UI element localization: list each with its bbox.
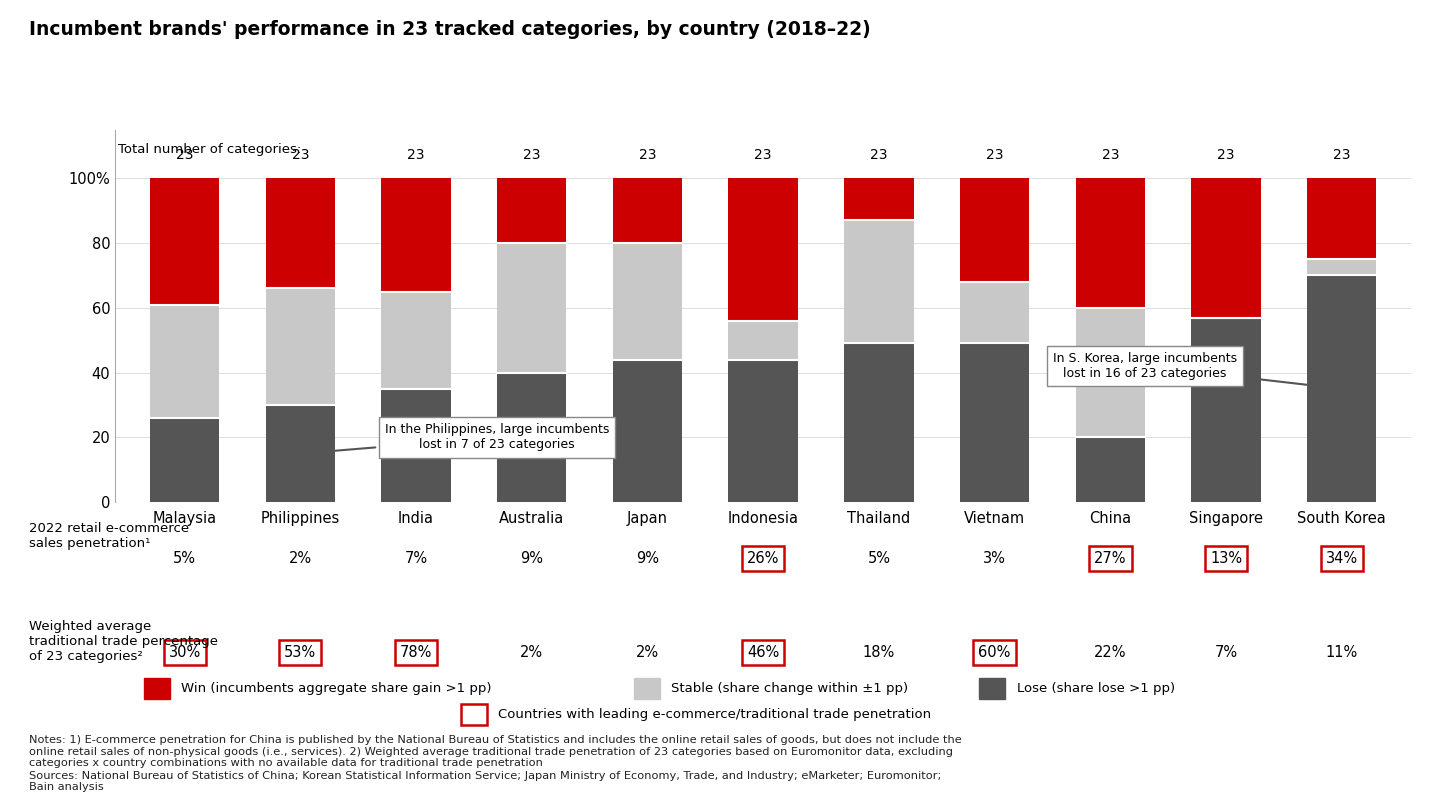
Bar [1308, 259, 1377, 275]
Text: Win (incumbents aggregate share gain >1 pp): Win (incumbents aggregate share gain >1 … [181, 682, 492, 695]
Bar [382, 292, 451, 389]
Text: Sources: National Bureau of Statistics of China; Korean Statistical Information : Sources: National Bureau of Statistics o… [29, 771, 942, 781]
Bar [1308, 178, 1377, 259]
Text: 5%: 5% [867, 552, 890, 566]
Text: 5%: 5% [173, 552, 196, 566]
Text: 23: 23 [755, 148, 772, 162]
Text: Incumbent brands' performance in 23 tracked categories, by country (2018–22): Incumbent brands' performance in 23 trac… [29, 20, 871, 39]
Text: 23: 23 [291, 148, 310, 162]
Text: 9%: 9% [520, 552, 543, 566]
Bar [1191, 178, 1261, 318]
Bar [960, 282, 1030, 343]
Text: 23: 23 [1217, 148, 1236, 162]
Text: 23: 23 [986, 148, 1004, 162]
Bar [382, 178, 451, 292]
Bar [960, 343, 1030, 502]
Text: 23: 23 [1102, 148, 1119, 162]
Text: Notes: 1) E-commerce penetration for China is published by the National Bureau o: Notes: 1) E-commerce penetration for Chi… [29, 735, 962, 745]
Text: 22%: 22% [1094, 645, 1126, 659]
Text: 60%: 60% [978, 645, 1011, 659]
Text: 53%: 53% [284, 645, 317, 659]
Bar [729, 360, 798, 502]
Bar [497, 178, 566, 243]
Text: 2%: 2% [636, 645, 660, 659]
Text: 30%: 30% [168, 645, 200, 659]
Text: 18%: 18% [863, 645, 896, 659]
Bar [729, 321, 798, 360]
Bar [1191, 318, 1261, 502]
Bar [613, 360, 683, 502]
Bar [844, 178, 913, 220]
Text: 26%: 26% [747, 552, 779, 566]
Bar [382, 389, 451, 502]
Text: 7%: 7% [1214, 645, 1237, 659]
Bar [1308, 275, 1377, 502]
Text: 23: 23 [523, 148, 540, 162]
Text: In S. Korea, large incumbents
lost in 16 of 23 categories: In S. Korea, large incumbents lost in 16… [1053, 352, 1336, 390]
Text: 2022 retail e-commerce
sales penetration¹: 2022 retail e-commerce sales penetration… [29, 522, 189, 551]
Text: 9%: 9% [636, 552, 660, 566]
Text: 23: 23 [639, 148, 657, 162]
Bar [1076, 437, 1145, 502]
Bar [844, 220, 913, 343]
Bar [960, 178, 1030, 282]
Text: 27%: 27% [1094, 552, 1126, 566]
Text: 34%: 34% [1326, 552, 1358, 566]
Text: categories x country combinations with no available data for traditional trade p: categories x country combinations with n… [29, 758, 543, 768]
Bar [150, 418, 219, 502]
Text: In the Philippines, large incumbents
lost in 7 of 23 categories: In the Philippines, large incumbents los… [305, 424, 609, 455]
Bar [497, 243, 566, 373]
Bar [150, 178, 219, 305]
Bar [613, 243, 683, 360]
Text: 78%: 78% [400, 645, 432, 659]
Bar [1076, 178, 1145, 308]
Text: Total number of categories:: Total number of categories: [118, 143, 301, 156]
Text: 7%: 7% [405, 552, 428, 566]
Bar [265, 288, 336, 405]
Text: 3%: 3% [984, 552, 1007, 566]
Text: 2%: 2% [520, 645, 543, 659]
Bar [613, 178, 683, 243]
Text: Weighted average
traditional trade percentage
of 23 categories²: Weighted average traditional trade perce… [29, 620, 217, 663]
Bar [497, 373, 566, 502]
Bar [265, 405, 336, 502]
Bar [150, 305, 219, 418]
Bar [265, 178, 336, 288]
Bar [729, 178, 798, 321]
Text: 23: 23 [870, 148, 887, 162]
Text: Stable (share change within ±1 pp): Stable (share change within ±1 pp) [671, 682, 909, 695]
Text: 13%: 13% [1210, 552, 1243, 566]
Text: Bain analysis: Bain analysis [29, 782, 104, 792]
Text: 23: 23 [408, 148, 425, 162]
Text: 23: 23 [176, 148, 193, 162]
Text: 23: 23 [1333, 148, 1351, 162]
Text: Countries with leading e-commerce/traditional trade penetration: Countries with leading e-commerce/tradit… [498, 708, 932, 721]
Bar [844, 343, 913, 502]
Text: 46%: 46% [747, 645, 779, 659]
Bar [1076, 308, 1145, 437]
Text: 2%: 2% [289, 552, 312, 566]
Text: Lose (share lose >1 pp): Lose (share lose >1 pp) [1017, 682, 1175, 695]
Text: online retail sales of non-physical goods (i.e., services). 2) Weighted average : online retail sales of non-physical good… [29, 747, 953, 757]
Text: 11%: 11% [1326, 645, 1358, 659]
